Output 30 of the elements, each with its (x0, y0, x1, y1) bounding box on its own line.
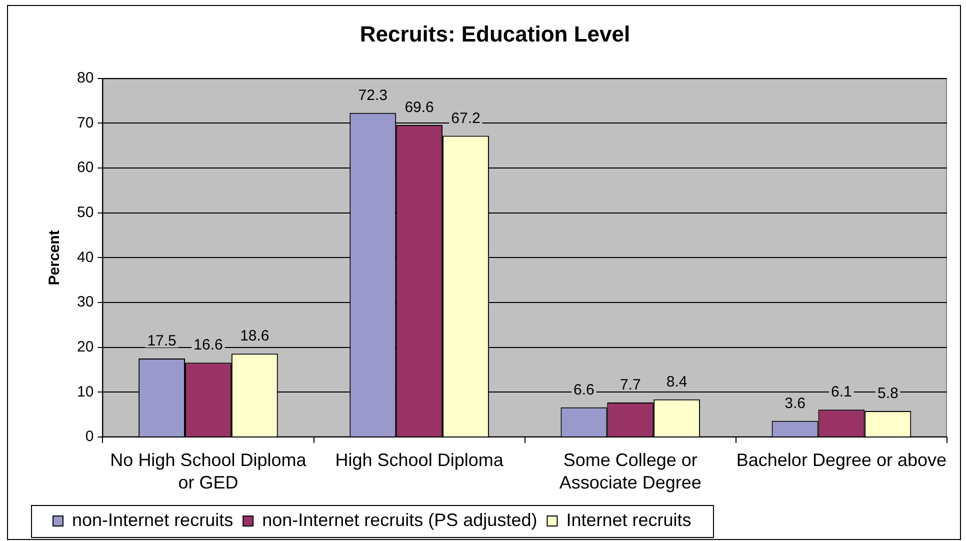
data-label: 3.6 (784, 394, 806, 412)
data-label: 6.6 (574, 381, 594, 398)
y-tick-label: 70 (76, 114, 94, 132)
data-label: 18.6 (240, 328, 270, 345)
y-tick-label: 10 (76, 383, 94, 400)
data-label: 69.6 (404, 99, 434, 116)
y-axis-title: Percent (46, 230, 64, 286)
chart-title: Recruits: Education Level (360, 21, 630, 46)
y-tick-label: 0 (85, 428, 94, 446)
data-label: 67.2 (451, 110, 480, 127)
data-label: 6.1 (831, 384, 852, 401)
y-tick-label: 30 (76, 294, 94, 311)
y-tick-label: 80 (76, 70, 94, 87)
x-tick-label: Bachelor Degree or above (736, 450, 947, 470)
data-label: 72.3 (358, 86, 388, 104)
legend-label: Internet recruits (566, 510, 692, 530)
y-tick-label: 60 (76, 159, 94, 176)
legend-label: non-Internet recruits (PS adjusted) (262, 510, 538, 530)
data-label: 8.4 (666, 373, 688, 390)
y-tick-label: 50 (76, 204, 94, 222)
legend-label: non-Internet recruits (72, 510, 234, 530)
x-tick-label: No High School Diploma or GED (110, 450, 308, 493)
y-tick-label: 20 (76, 338, 94, 356)
y-tick-label: 40 (76, 248, 94, 266)
x-tick-label: High School Diploma (335, 450, 504, 470)
x-tick-label: Some College or Associate Degree (559, 450, 702, 493)
data-label: 5.8 (877, 385, 898, 402)
data-label: 17.5 (147, 332, 176, 350)
data-label: 7.7 (620, 376, 641, 394)
data-label: 16.6 (194, 336, 223, 354)
